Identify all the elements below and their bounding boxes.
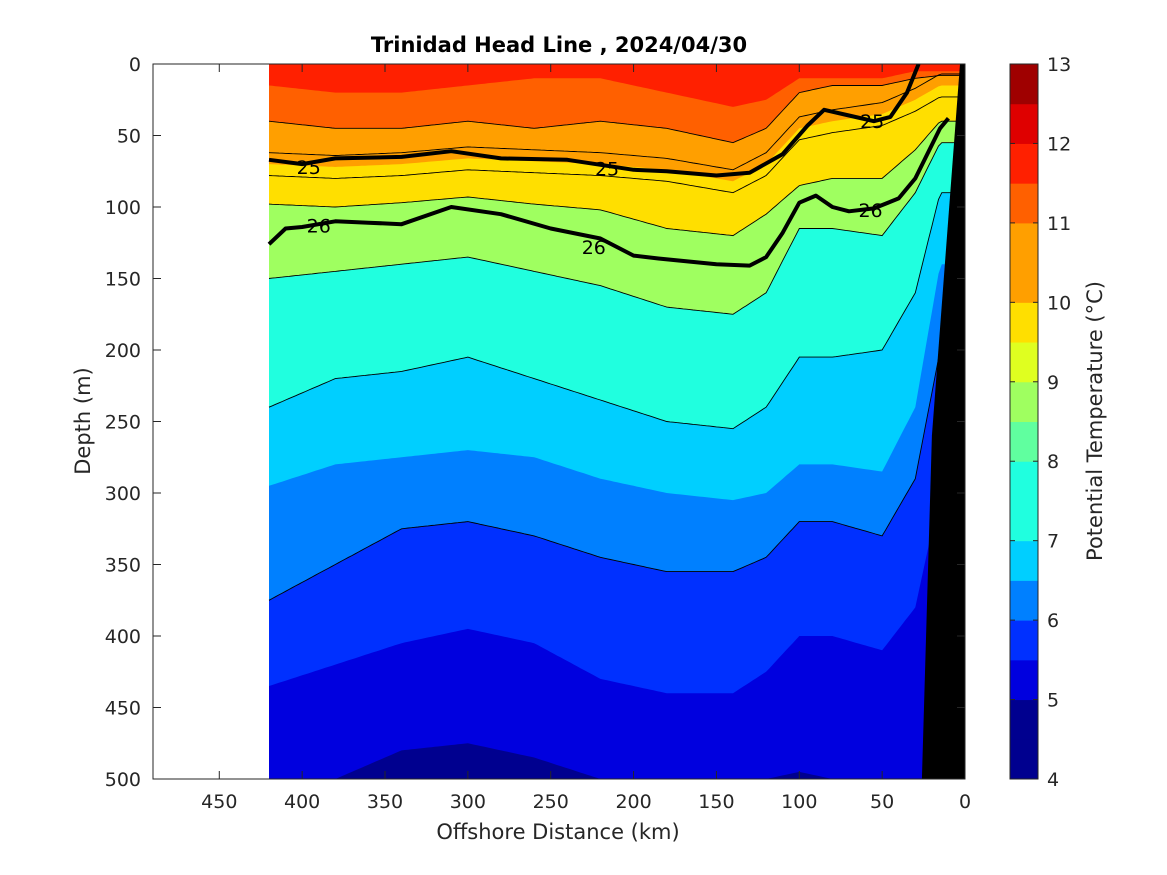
x-tick-label: 450 [201,791,237,813]
y-tick-label: 100 [105,197,141,219]
x-tick-label: 350 [367,791,403,813]
y-tick-label: 400 [105,626,141,648]
colorbar-tick-label: 8 [1047,451,1059,473]
y-tick-label: 300 [105,483,141,505]
sigma-contour-t10 [268,73,965,171]
colorbar-tick-label: 4 [1047,769,1059,791]
contour-label: 26 [307,216,331,238]
x-tick-label: 150 [698,791,734,813]
contour-label: 26 [858,200,882,222]
sigma-contour-t7 [268,192,965,430]
y-tick-label: 200 [105,340,141,362]
colorbar-swatch [1010,222,1038,264]
colorbar-swatch [1010,739,1038,780]
colorbar-swatch [1010,183,1038,224]
isopycnal-26-line [267,117,950,268]
sigma-contour-t9 [268,120,965,237]
colorbar-frame [1009,63,1039,780]
contour-labels: 25 25 25 26 26 26 [297,111,885,259]
plot-area: 25 25 25 26 26 26 [267,64,965,779]
colorbar-swatch [1010,342,1038,383]
colorbar-swatch [1010,103,1038,144]
band-t5 [269,743,965,779]
x-tick-label: 50 [870,791,894,813]
colorbar-tick-label: 11 [1047,213,1071,235]
isopycnal-25-line [268,64,921,178]
colorbar-tick-label: 6 [1047,610,1059,632]
y-tick-label: 250 [105,412,141,434]
colorbar-swatch [1010,540,1038,581]
sigma-contour-t6 [268,349,965,601]
sigma-contour-t11 [268,74,965,144]
chart-title: Trinidad Head Line , 2024/04/30 [371,33,747,57]
colorbar-tick-label: 13 [1047,54,1071,76]
y-axis: 0 50 100 150 200 250 300 350 400 450 500 [105,54,965,791]
colorbar-swatch [1010,262,1038,303]
temperature-fills [269,64,965,779]
colorbar-label: Potential Temperature (°C) [1083,281,1107,561]
sigma-thin-contours [268,73,965,601]
colorbar-tick-label: 7 [1047,531,1059,553]
y-tick-label: 150 [105,269,141,291]
colorbar-tick-label: 12 [1047,133,1071,155]
x-tick-label: 400 [284,791,320,813]
contour-label: 26 [582,237,606,259]
colorbar-swatch [1010,64,1038,105]
bathymetry-shape [921,64,965,779]
colorbar-swatch [1010,421,1038,462]
contour-label: 25 [860,111,884,133]
colorbar-swatch [1010,461,1038,502]
colorbar-swatch [1010,580,1038,621]
y-tick-label: 0 [129,54,141,76]
colorbar-swatch [1010,381,1038,422]
x-tick-label: 300 [450,791,486,813]
x-axis-label: Offshore Distance (km) [436,820,679,844]
colorbar: 4 5 6 7 8 9 10 11 12 13 [1009,54,1071,791]
colorbar-tick-label: 9 [1047,372,1059,394]
y-tick-label: 350 [105,555,141,577]
colorbar-tick-label: 5 [1047,690,1059,712]
y-tick-label: 500 [105,769,141,791]
contour-label: 25 [297,157,321,179]
x-tick-label: 200 [615,791,651,813]
x-tick-label: 250 [533,791,569,813]
band-t5_5 [269,493,965,779]
colorbar-swatch [1010,302,1038,343]
y-axis-label: Depth (m) [71,367,95,474]
colorbar-swatch [1010,659,1038,701]
isopycnal-contours [267,64,950,268]
x-tick-label: 100 [781,791,817,813]
x-tick-label: 0 [959,791,971,813]
contour-label: 25 [595,158,619,180]
x-axis: 450 400 350 300 250 200 150 100 50 0 [201,64,971,813]
sigma-contour-t10 [268,96,965,194]
colorbar-swatch [1010,699,1038,740]
sigma-contour-t8 [268,142,965,315]
colorbar-swatch [1010,143,1038,184]
colorbar-swatch [1010,620,1038,661]
colorbar-swatch [1010,500,1038,542]
y-tick-label: 50 [117,126,141,148]
colorbar-tick-label: 10 [1047,292,1071,314]
y-tick-label: 450 [105,698,141,720]
